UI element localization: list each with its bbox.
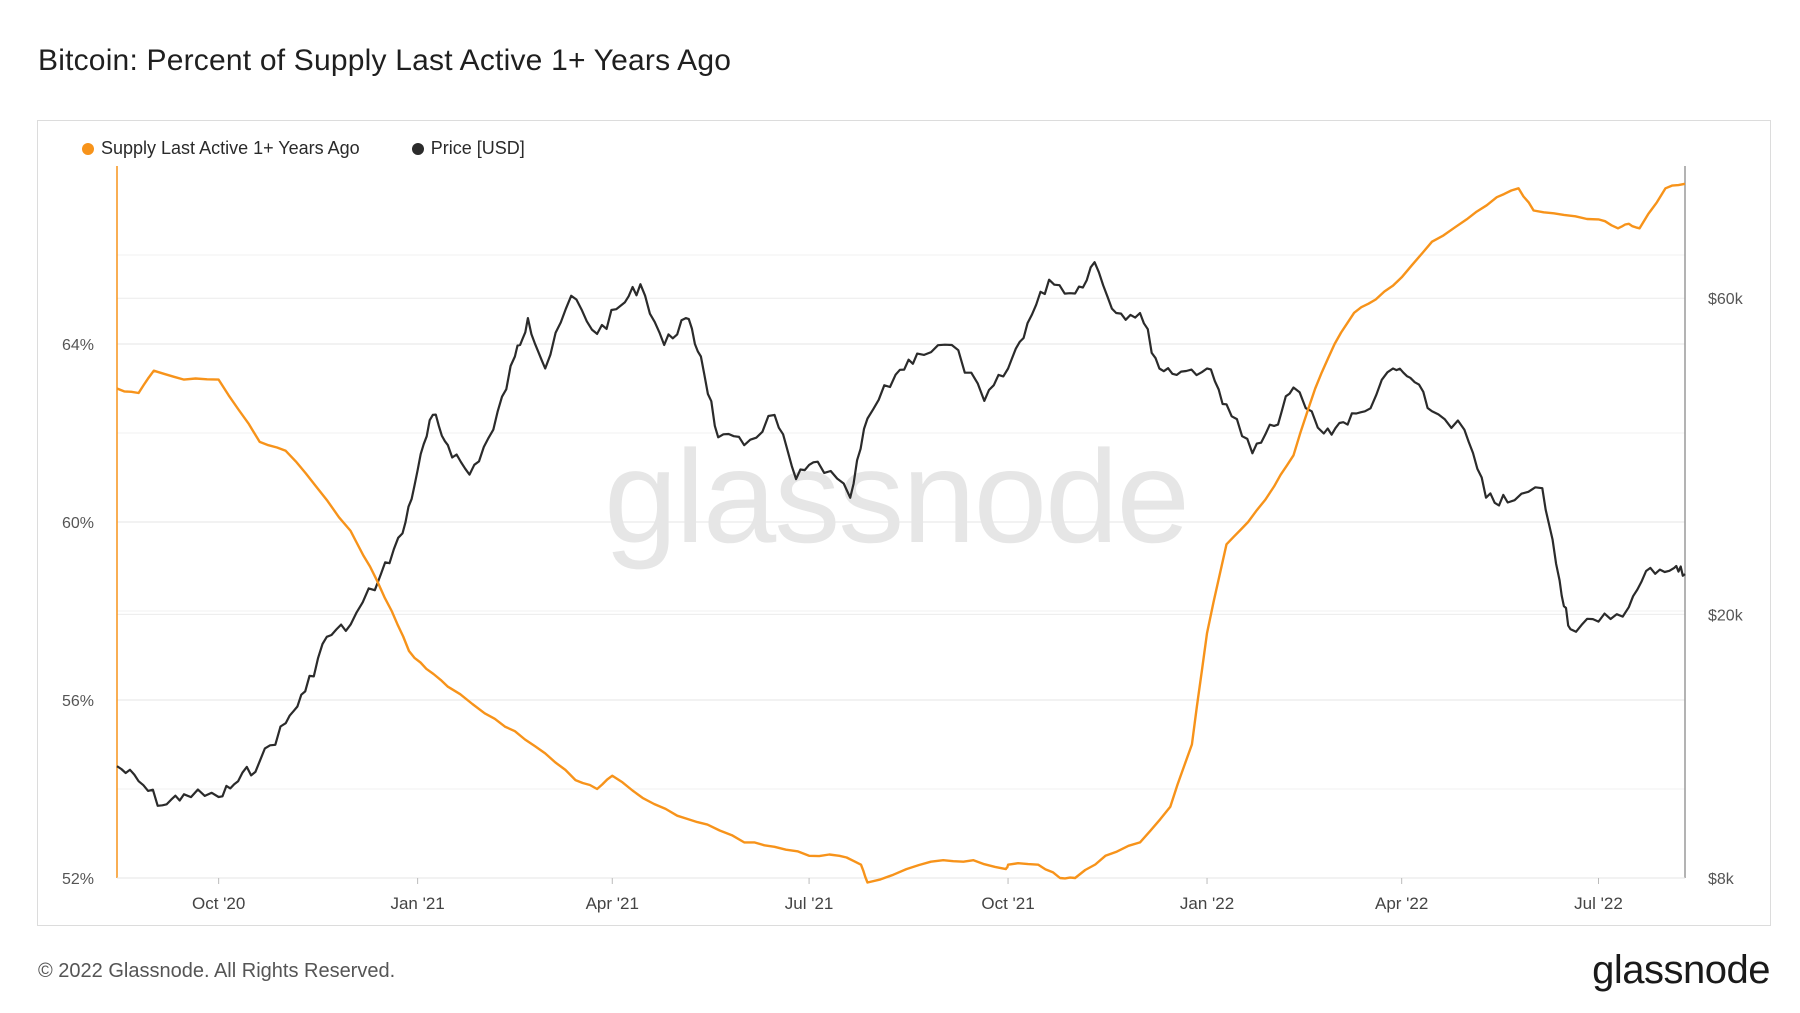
x-tick-label: Apr '21 [586, 894, 639, 913]
x-tick-label: Oct '20 [192, 894, 245, 913]
x-tick-label: Apr '22 [1375, 894, 1428, 913]
series-line-price [116, 261, 1686, 807]
legend-item-price[interactable]: Price [USD] [411, 138, 525, 159]
legend: Supply Last Active 1+ Years Ago Price [U… [82, 138, 525, 159]
y-left-tick-label: 56% [62, 693, 94, 710]
legend-item-supply[interactable]: Supply Last Active 1+ Years Ago [82, 138, 360, 159]
x-tick-label: Oct '21 [981, 894, 1034, 913]
legend-label-supply: Supply Last Active 1+ Years Ago [101, 138, 360, 158]
left-axis-ticks: 52% 56% 60% 64% [62, 337, 94, 888]
x-axis-ticks: Oct '20 Jan '21 Apr '21 Jul '21 Oct '21 Jan '… [192, 878, 1623, 913]
chart-frame [37, 120, 1771, 926]
page-title: Bitcoin: Percent of Supply Last Active 1… [38, 44, 732, 77]
legend-swatch-supply [82, 142, 94, 155]
y-left-tick-label: 52% [62, 871, 94, 888]
right-axis-ticks: $8k $20k $60k [1708, 291, 1744, 888]
y-right-tick-label: $8k [1708, 871, 1735, 888]
y-left-tick-label: 64% [62, 337, 94, 354]
y-right-tick-label: $60k [1708, 291, 1744, 308]
x-tick-label: Jan '21 [390, 894, 444, 913]
y-right-tick-label: $20k [1708, 607, 1744, 624]
glassnode-logo[interactable]: glassnode [1592, 948, 1770, 992]
legend-swatch-price [411, 142, 424, 155]
y-left-tick-label: 60% [62, 515, 94, 532]
legend-label-price: Price [USD] [430, 138, 525, 158]
watermark-text: glassnode [604, 423, 1188, 570]
series-lines [116, 182, 1686, 884]
series-line-supply [116, 182, 1686, 884]
x-tick-label: Jan '22 [1180, 894, 1234, 913]
x-tick-label: Jul '21 [785, 894, 834, 913]
footer-copyright: © 2022 Glassnode. All Rights Reserved. [38, 960, 396, 982]
x-tick-label: Jul '22 [1574, 894, 1623, 913]
